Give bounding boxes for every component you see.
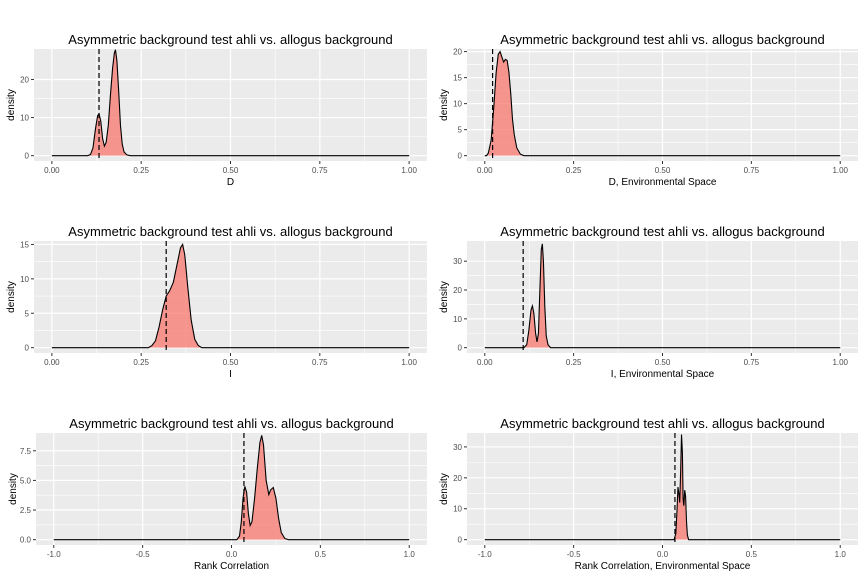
x-tick-label: 0.00 (477, 166, 493, 175)
y-tick-label: 20 (453, 474, 462, 483)
y-tick-label: 10 (20, 114, 29, 123)
x-tick-label: -1.0 (47, 550, 61, 559)
x-tick-label: 0.25 (133, 166, 149, 175)
y-axis-label: density (6, 281, 17, 313)
y-tick-label: 10 (20, 275, 29, 284)
density-line (484, 50, 841, 157)
density-line (53, 435, 410, 541)
chart-title: Asymmetric background test ahli vs. allo… (69, 416, 393, 431)
y-axis-label: density (439, 281, 450, 313)
y-tick-label: 5.0 (20, 476, 32, 485)
y-tick-label: 20 (20, 75, 29, 84)
y-tick-label: 0.0 (20, 536, 32, 545)
y-axis-label: density (8, 473, 19, 505)
x-tick-label: 0.50 (655, 358, 671, 367)
x-tick-label: 0.5 (315, 550, 327, 559)
y-tick-label: 0 (25, 344, 30, 353)
x-tick-label: 0.75 (312, 166, 328, 175)
y-tick-label: 2.5 (20, 506, 32, 515)
chart-title: Asymmetric background test ahli vs. allo… (500, 224, 824, 239)
x-tick-label: 0.25 (566, 358, 582, 367)
x-tick-label: 0.00 (44, 166, 60, 175)
x-tick-label: 0.0 (657, 550, 669, 559)
chart-title: Asymmetric background test ahli vs. allo… (500, 32, 824, 47)
y-axis-label: density (439, 89, 450, 121)
facet-panel-5: -1.0 -0.5 0.0 0.5 1.0 0.0 2.5 5.0 7.5 Asymmetric … (8, 416, 427, 572)
y-tick-label: 30 (453, 257, 462, 266)
facet-panel-1: 0.00 0.25 0.50 0.75 1.00 0 10 20 Asymmetric back… (6, 32, 427, 188)
x-axis-label: I (229, 369, 232, 380)
x-tick-label: 0.50 (655, 166, 671, 175)
density-line (51, 242, 410, 349)
x-tick-label: 0.75 (744, 166, 760, 175)
chart-title: Asymmetric background test ahli vs. allo… (500, 416, 824, 431)
x-tick-label: -0.5 (567, 550, 581, 559)
x-tick-label: 0.25 (566, 166, 582, 175)
x-axis-label: I, Environmental Space (611, 369, 715, 380)
y-axis-label: density (6, 89, 17, 121)
chart-title: Asymmetric background test ahli vs. allo… (68, 32, 392, 47)
x-axis-label: Rank Correlation, Environmental Space (575, 561, 751, 572)
x-tick-label: 1.00 (401, 166, 417, 175)
chart-title: Asymmetric background test ahli vs. allo… (68, 224, 392, 239)
density-line (484, 243, 841, 349)
x-tick-label: 0.0 (226, 550, 238, 559)
x-tick-label: 0.75 (312, 358, 328, 367)
x-tick-label: 0.5 (746, 550, 758, 559)
x-tick-label: 1.00 (832, 358, 848, 367)
facet-panel-4: 0.00 0.25 0.50 0.75 1.00 0 10 20 30 Asymmetric ba… (439, 224, 858, 380)
x-tick-label: 1.0 (835, 550, 847, 559)
x-tick-label: -1.0 (478, 550, 492, 559)
y-tick-label: 0 (458, 536, 463, 545)
y-tick-label: 20 (453, 286, 462, 295)
y-tick-label: 7.5 (20, 447, 32, 456)
facet-panel-6: -1.0 -0.5 0.0 0.5 1.0 0 10 20 30 Asymmetric backg… (439, 416, 858, 572)
x-tick-label: 0.50 (223, 166, 239, 175)
x-tick-label: 0.00 (477, 358, 493, 367)
x-axis-label: D, Environmental Space (609, 177, 717, 188)
facet-panel-3: 0.00 0.25 0.50 0.75 1.00 0 5 10 15 Asymmetric bac… (6, 224, 427, 380)
density-line (484, 434, 841, 541)
density-line (51, 49, 410, 157)
x-axis-label: D (227, 177, 234, 188)
x-tick-label: 1.00 (832, 166, 848, 175)
y-tick-label: 0 (458, 152, 463, 161)
y-tick-label: 0 (25, 152, 30, 161)
y-tick-label: 10 (453, 100, 462, 109)
x-tick-label: 0.00 (44, 358, 60, 367)
y-tick-label: 15 (453, 74, 462, 83)
y-axis-label: density (439, 473, 450, 505)
y-tick-label: 5 (25, 309, 30, 318)
y-tick-label: 10 (453, 505, 462, 514)
x-tick-label: 1.00 (401, 358, 417, 367)
x-tick-label: 0.75 (744, 358, 760, 367)
y-tick-label: 30 (453, 443, 462, 452)
x-axis-label: Rank Correlation (194, 561, 269, 572)
y-tick-label: 0 (458, 344, 463, 353)
x-tick-label: 1.0 (404, 550, 416, 559)
x-tick-label: 0.25 (133, 358, 149, 367)
x-tick-label: 0.50 (223, 358, 239, 367)
y-tick-label: 20 (453, 48, 462, 57)
facet-panel-2: 0.00 0.25 0.50 0.75 1.00 0 5 10 15 20 Asymmetric b… (439, 32, 858, 188)
y-tick-label: 5 (458, 126, 463, 135)
y-tick-label: 15 (20, 240, 29, 249)
y-tick-label: 10 (453, 315, 462, 324)
x-tick-label: -0.5 (136, 550, 150, 559)
